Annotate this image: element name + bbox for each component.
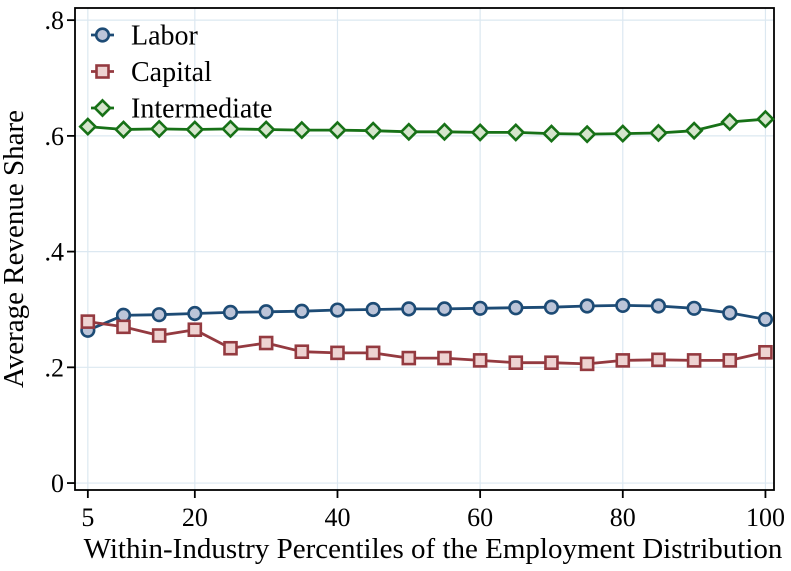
y-tick-label: .2 [45, 353, 65, 382]
marker-intermediate [542, 124, 561, 144]
marker-capital [258, 335, 274, 351]
marker-capital [294, 344, 310, 360]
marker-intermediate [78, 117, 98, 137]
marker-labor [258, 304, 274, 320]
y-axis-title: Average Revenue Share [0, 110, 30, 388]
marker-capital [365, 345, 381, 361]
marker-capital [651, 352, 666, 368]
marker-labor [329, 302, 346, 318]
marker-intermediate [720, 112, 740, 132]
plot-border [74, 7, 775, 491]
marker-capital [686, 353, 702, 368]
x-tick-label: 80 [610, 503, 636, 532]
marker-labor [187, 305, 203, 322]
marker-intermediate [149, 119, 169, 139]
x-tick-label: 20 [182, 503, 208, 532]
x-tick-label: 40 [324, 503, 350, 532]
marker-labor [294, 303, 310, 319]
marker-labor [686, 300, 702, 316]
marker-labor [365, 301, 381, 318]
marker-intermediate [328, 120, 347, 140]
marker-capital [472, 353, 488, 368]
marker-capital [615, 353, 631, 368]
marker-capital [151, 328, 167, 343]
marker-intermediate [221, 119, 240, 139]
marker-labor [579, 298, 595, 314]
marker-labor [650, 298, 667, 314]
x-tick-label: 5 [81, 503, 94, 532]
marker-intermediate [399, 122, 419, 142]
plot-box [74, 7, 775, 491]
marker-intermediate [114, 120, 133, 139]
marker-intermediate [613, 124, 633, 144]
marker-intermediate [435, 122, 454, 142]
y-tick-label: .8 [45, 6, 65, 35]
marker-intermediate [506, 122, 526, 142]
marker-capital [401, 350, 417, 366]
marker-intermediate [577, 124, 597, 144]
marker-intermediate [185, 120, 205, 139]
marker-capital [330, 345, 345, 361]
x-tick-label: 100 [746, 503, 785, 532]
marker-capital [579, 356, 595, 372]
marker-capital [722, 353, 738, 368]
tick-labels: 5 20 40 60 80 100 0 .2 .4 .6 .8 [45, 6, 785, 532]
marker-capital [758, 344, 773, 360]
legend-label-capital: Capital [131, 57, 212, 88]
marker-intermediate [756, 109, 775, 129]
axis-ticks [67, 19, 767, 498]
marker-intermediate [256, 120, 276, 139]
x-axis-title: Within-Industry Percentiles of the Emplo… [84, 533, 783, 565]
legend-marker-intermediate [93, 98, 112, 118]
marker-capital [544, 355, 559, 371]
marker-capital [80, 314, 96, 329]
marker-intermediate [470, 122, 490, 142]
marker-labor [543, 299, 560, 315]
series-lines [78, 109, 775, 372]
marker-labor [508, 300, 524, 316]
legend-label-labor: Labor [131, 21, 199, 52]
marker-labor [757, 311, 774, 327]
marker-capital [116, 319, 131, 335]
legend: Labor Capital Intermediate [91, 21, 272, 125]
y-tick-label: .6 [45, 122, 65, 151]
marker-intermediate [363, 121, 383, 141]
y-tick-label: .4 [45, 238, 65, 267]
marker-intermediate [292, 120, 312, 140]
x-tick-label: 60 [467, 503, 493, 532]
marker-labor [722, 305, 738, 321]
marker-capital [508, 355, 524, 371]
legend-marker-labor [94, 27, 111, 43]
marker-capital [437, 350, 452, 366]
marker-labor [401, 301, 417, 317]
marker-labor [222, 304, 239, 320]
marker-capital [187, 322, 203, 338]
y-tick-label: 0 [51, 469, 64, 498]
marker-intermediate [684, 121, 704, 141]
marker-intermediate [649, 123, 668, 143]
legend-marker-capital [95, 64, 110, 79]
marker-capital [223, 340, 238, 356]
marker-labor [151, 307, 167, 323]
marker-labor [436, 301, 453, 317]
marker-labor [472, 300, 488, 316]
marker-labor [615, 297, 631, 314]
legend-label-intermediate: Intermediate [131, 94, 272, 125]
